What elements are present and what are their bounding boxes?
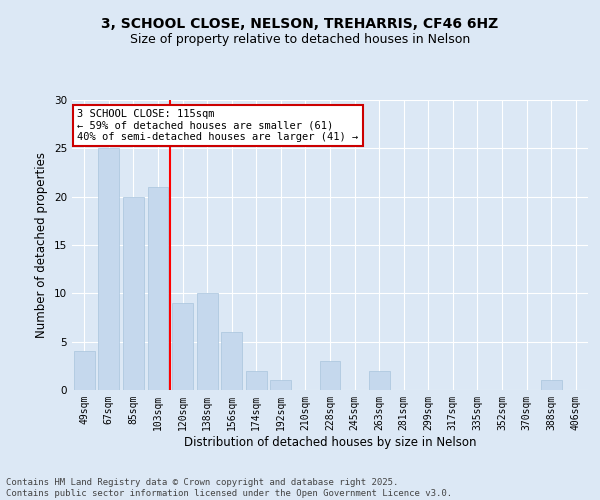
Bar (148, 187, 169, 390)
Bar (246, 370, 267, 390)
Bar (271, 380, 292, 390)
Bar (172, 303, 193, 390)
X-axis label: Distribution of detached houses by size in Nelson: Distribution of detached houses by size … (184, 436, 476, 448)
Bar (123, 196, 144, 390)
Bar (197, 294, 218, 390)
Text: 3, SCHOOL CLOSE, NELSON, TREHARRIS, CF46 6HZ: 3, SCHOOL CLOSE, NELSON, TREHARRIS, CF46… (101, 18, 499, 32)
Bar (74, 352, 95, 390)
Text: 3 SCHOOL CLOSE: 115sqm
← 59% of detached houses are smaller (61)
40% of semi-det: 3 SCHOOL CLOSE: 115sqm ← 59% of detached… (77, 108, 358, 142)
Text: Contains HM Land Registry data © Crown copyright and database right 2025.
Contai: Contains HM Land Registry data © Crown c… (6, 478, 452, 498)
Bar (98, 148, 119, 390)
Y-axis label: Number of detached properties: Number of detached properties (35, 152, 49, 338)
Bar (320, 361, 340, 390)
Bar (368, 370, 389, 390)
Bar (221, 332, 242, 390)
Text: Size of property relative to detached houses in Nelson: Size of property relative to detached ho… (130, 32, 470, 46)
Bar (541, 380, 562, 390)
